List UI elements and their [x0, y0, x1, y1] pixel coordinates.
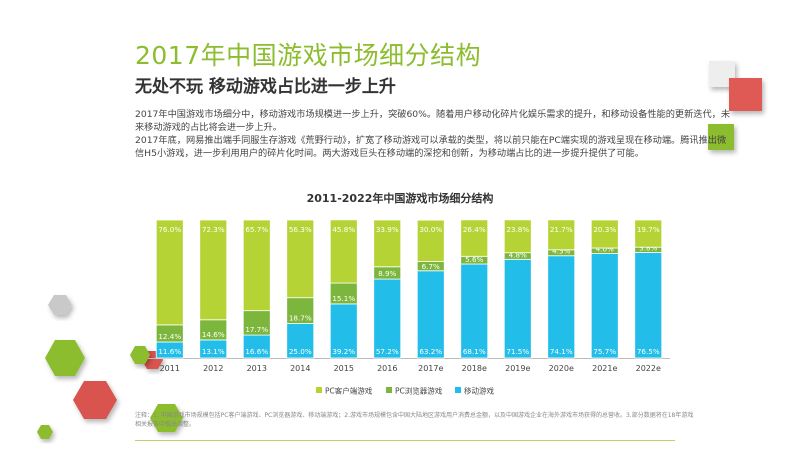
data-label: 4.8%	[509, 250, 527, 259]
bar-segment	[590, 219, 619, 249]
data-label: 76.0%	[158, 225, 181, 234]
bar-segment	[460, 263, 489, 359]
data-label: 75.7%	[593, 347, 616, 356]
hexagon-decoration	[37, 425, 53, 439]
page-title: 2017年中国游戏市场细分结构	[135, 41, 482, 70]
x-tick-label: 2019e	[505, 364, 530, 373]
data-label: 57.2%	[376, 347, 399, 356]
data-label: 74.1%	[550, 347, 573, 356]
data-label: 13.1%	[202, 347, 225, 356]
bar-segment	[634, 219, 663, 248]
data-label: 17.7%	[245, 325, 268, 334]
data-label: 56.3%	[289, 225, 312, 234]
x-tick-label: 2015	[334, 364, 354, 373]
data-label: 19.7%	[637, 225, 660, 234]
x-tick-label: 2018e	[462, 364, 487, 373]
data-label: 3.8%	[639, 243, 657, 252]
data-label: 12.4%	[158, 332, 181, 341]
page-subtitle: 无处不玩 移动游戏占比进一步上升	[135, 77, 396, 97]
bar-segment	[503, 219, 532, 254]
data-label: 45.8%	[332, 225, 355, 234]
data-label: 68.1%	[463, 347, 486, 356]
footnote: 注释：1. 中国游戏市场规模包括PC客户端游戏、PC浏览器游戏、移动端游戏；2.…	[135, 412, 694, 428]
bar-segment	[503, 258, 532, 359]
x-tick-label: 2016	[377, 364, 397, 373]
bar-segment	[286, 323, 315, 359]
square-decoration	[729, 78, 762, 111]
legend-swatch	[316, 387, 322, 393]
bar-segment	[590, 253, 619, 359]
data-label: 72.3%	[202, 225, 225, 234]
bar-segment	[242, 219, 271, 312]
data-label: 4.3%	[552, 247, 570, 256]
data-label: 20.3%	[593, 225, 616, 234]
chart-title: 2011-2022年中国游戏市场细分结构	[306, 192, 494, 205]
data-label: 18.7%	[289, 314, 312, 323]
data-label: 8.9%	[378, 269, 396, 278]
hexagon-decoration	[130, 346, 150, 364]
hexagon-decoration	[45, 340, 85, 376]
data-label: 65.7%	[245, 225, 268, 234]
bar-segment	[416, 270, 445, 359]
legend-label: PC客户端游戏	[325, 386, 373, 396]
x-tick-label: 2021e	[592, 364, 617, 373]
divider	[135, 440, 675, 441]
x-tick-label: 2013	[247, 364, 267, 373]
data-label: 5.6%	[465, 255, 483, 264]
x-tick-label: 2020e	[549, 364, 574, 373]
x-tick-label: 2017e	[418, 364, 443, 373]
bar-segment	[547, 255, 576, 359]
paragraph-1: 2017年中国游戏市场细分中，移动游戏市场规模进一步上升，突破60%。随着用户移…	[135, 109, 731, 133]
x-tick-label: 2011	[160, 364, 180, 373]
bar-segment	[373, 278, 402, 359]
data-label: 39.2%	[332, 347, 355, 356]
hexagon-decoration	[150, 404, 183, 432]
square-decoration	[708, 124, 734, 150]
data-label: 4.0%	[596, 245, 614, 254]
legend-label: 移动游戏	[464, 386, 494, 396]
x-tick-label: 2012	[203, 364, 223, 373]
bar-segment	[460, 219, 489, 257]
data-label: 15.1%	[332, 294, 355, 303]
data-label: 25.0%	[289, 347, 312, 356]
data-label: 63.2%	[419, 347, 442, 356]
legend-label: PC浏览器游戏	[395, 386, 443, 396]
data-label: 21.7%	[550, 225, 573, 234]
bar-segment	[155, 219, 184, 326]
data-label: 14.6%	[202, 330, 225, 339]
data-label: 16.6%	[245, 347, 268, 356]
x-tick-label: 2022e	[636, 364, 661, 373]
data-label: 6.7%	[422, 262, 440, 271]
data-label: 30.0%	[419, 225, 442, 234]
data-label: 33.9%	[376, 225, 399, 234]
data-label: 71.5%	[506, 347, 529, 356]
hexagon-decoration	[73, 381, 117, 419]
data-label: 26.4%	[463, 225, 486, 234]
legend-swatch	[455, 387, 461, 393]
bar-segment	[329, 219, 358, 284]
bar-segment	[329, 303, 358, 359]
bar-segment	[634, 252, 663, 359]
hexagon-decoration	[48, 295, 72, 315]
paragraph-2: 2017年底，网易推出端手同服生存游戏《荒野行动》，扩宽了移动游戏可以承载的类型…	[135, 135, 727, 159]
data-label: 76.5%	[637, 347, 660, 356]
bar-segment	[373, 219, 402, 268]
bar-segment	[547, 219, 576, 251]
bar-segment	[416, 219, 445, 262]
legend-swatch	[386, 387, 392, 393]
data-label: 11.6%	[158, 347, 181, 356]
bar-segment	[199, 219, 228, 321]
data-label: 23.8%	[506, 225, 529, 234]
bar-segment	[242, 310, 271, 336]
bar-segment	[286, 219, 315, 299]
x-tick-label: 2014	[290, 364, 310, 373]
